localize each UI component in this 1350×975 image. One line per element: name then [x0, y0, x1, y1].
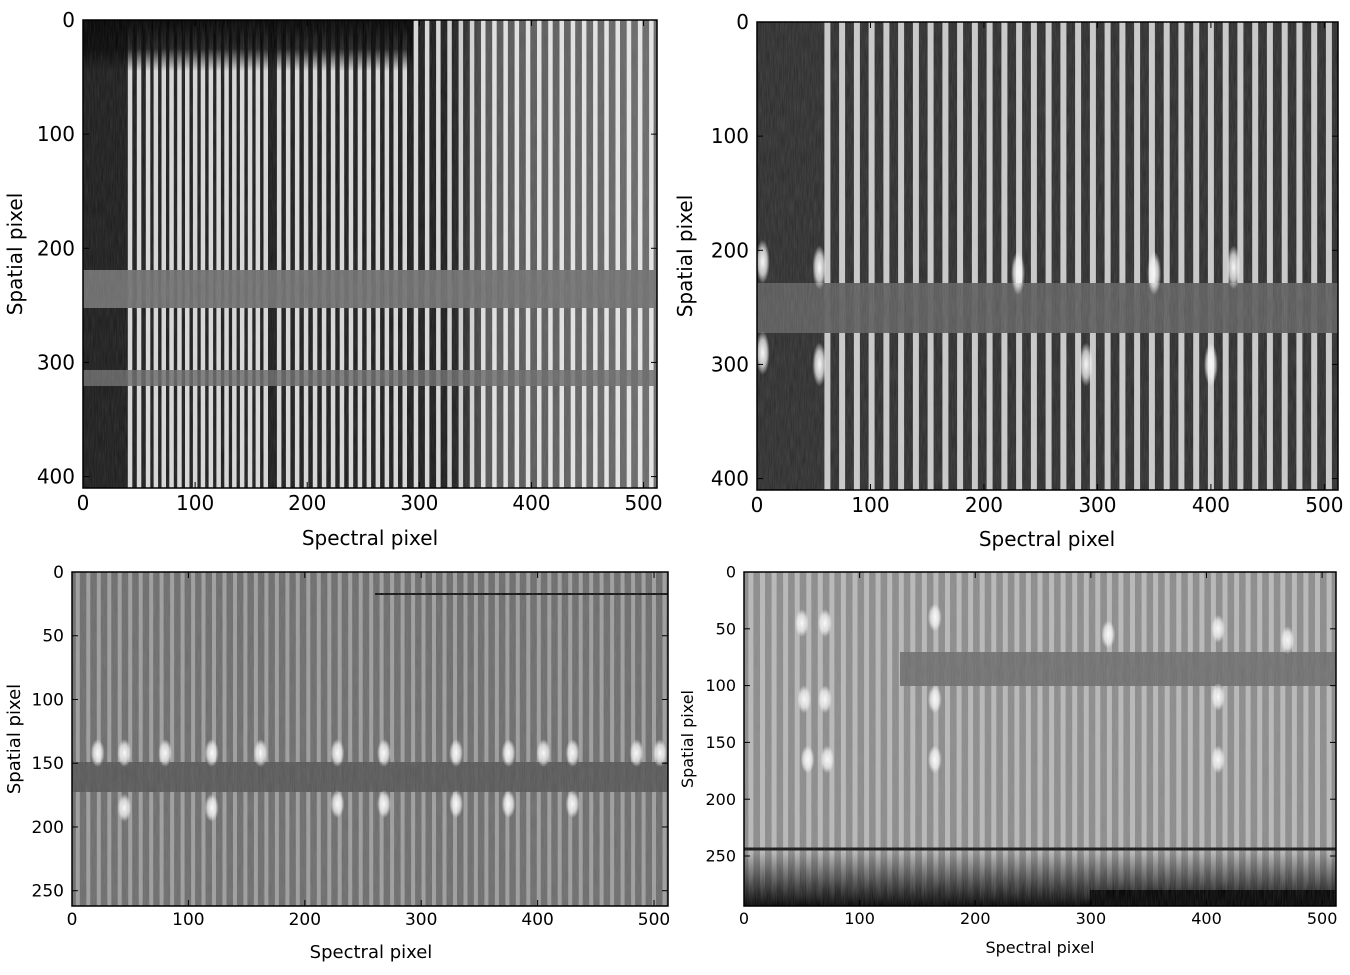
y-tick-label: 200 — [37, 236, 75, 260]
x-tick-label: 300 — [405, 910, 437, 930]
y-tick-label: 250 — [705, 847, 736, 866]
y-tick-label: 200 — [32, 818, 64, 838]
panel-bottom-right-texture — [744, 572, 1336, 906]
x-tick-label: 500 — [638, 910, 670, 930]
x-tick-label: 500 — [1305, 493, 1343, 517]
x-tick-label: 0 — [751, 493, 764, 517]
y-tick-label: 150 — [705, 733, 736, 752]
x-tick-label: 100 — [844, 909, 875, 928]
y-tick-label: 100 — [37, 122, 75, 146]
x-tick-label: 0 — [77, 491, 90, 515]
panel-top-left: 0 100 200 300 400 500 0 100 200 300 400 Spectral p… — [3, 8, 663, 550]
x-tick-label: 0 — [739, 909, 749, 928]
panel-bottom-left-ylabel: Spatial pixel — [4, 684, 25, 794]
x-tick-label: 300 — [400, 491, 438, 515]
x-tick-label: 400 — [1191, 909, 1222, 928]
y-tick-label: 200 — [711, 238, 749, 262]
y-tick-label: 0 — [736, 10, 749, 34]
y-tick-label: 100 — [32, 690, 64, 710]
panel-top-left-frame — [82, 19, 658, 489]
panel-top-left-xlabel: Spectral pixel — [302, 526, 438, 550]
x-tick-label: 500 — [624, 491, 662, 515]
x-tick-label: 300 — [1078, 493, 1116, 517]
y-tick-label: 100 — [711, 124, 749, 148]
y-tick-label: 400 — [711, 467, 749, 491]
x-tick-label: 200 — [288, 491, 326, 515]
panel-bottom-left-frame — [71, 571, 669, 907]
x-tick-label: 0 — [67, 910, 78, 930]
y-tick-label: 0 — [62, 8, 75, 32]
panel-bottom-right-ylabel: Spatial pixel — [678, 690, 697, 788]
x-tick-label: 200 — [289, 910, 321, 930]
y-tick-label: 300 — [37, 350, 75, 374]
y-tick-label: 100 — [705, 676, 736, 695]
panel-top-right-frame — [756, 21, 1339, 491]
x-tick-label: 400 — [521, 910, 553, 930]
panel-bottom-right-frame — [743, 571, 1337, 907]
x-tick-label: 300 — [1076, 909, 1107, 928]
panel-bottom-left: 0 100 200 300 400 500 0 50 100 150 200 250 Spectral… — [4, 563, 670, 963]
x-tick-label: 200 — [960, 909, 991, 928]
x-tick-label: 200 — [965, 493, 1003, 517]
panel-top-right-ylabel: Spatial pixel — [673, 195, 697, 318]
x-tick-label: 100 — [172, 910, 204, 930]
y-tick-label: 200 — [705, 790, 736, 809]
panel-top-right-xlabel: Spectral pixel — [979, 527, 1115, 551]
panel-bottom-left-xlabel: Spectral pixel — [310, 942, 433, 963]
panel-top-left-texture — [83, 20, 657, 488]
y-tick-label: 300 — [711, 352, 749, 376]
y-tick-label: 50 — [42, 627, 64, 647]
panel-top-right: 0 100 200 300 400 500 0 100 200 300 400 Spectral p… — [673, 10, 1343, 551]
y-tick-label: 50 — [716, 619, 736, 638]
y-tick-label: 0 — [53, 563, 64, 583]
panel-bottom-left-texture — [72, 572, 668, 906]
y-tick-label: 250 — [32, 882, 64, 902]
panel-bottom-right: 0 100 200 300 400 500 0 50 100 150 200 250 Spectral… — [678, 563, 1337, 957]
panel-top-left-ylabel: Spatial pixel — [3, 193, 27, 316]
panel-top-right-texture — [757, 22, 1338, 490]
x-tick-label: 400 — [512, 491, 550, 515]
x-tick-label: 100 — [851, 493, 889, 517]
y-tick-label: 150 — [32, 754, 64, 774]
y-tick-label: 0 — [726, 563, 736, 582]
panel-bottom-right-xlabel: Spectral pixel — [985, 938, 1094, 957]
x-tick-label: 100 — [176, 491, 214, 515]
x-tick-label: 500 — [1307, 909, 1338, 928]
y-tick-label: 400 — [37, 465, 75, 489]
x-tick-label: 400 — [1192, 493, 1230, 517]
